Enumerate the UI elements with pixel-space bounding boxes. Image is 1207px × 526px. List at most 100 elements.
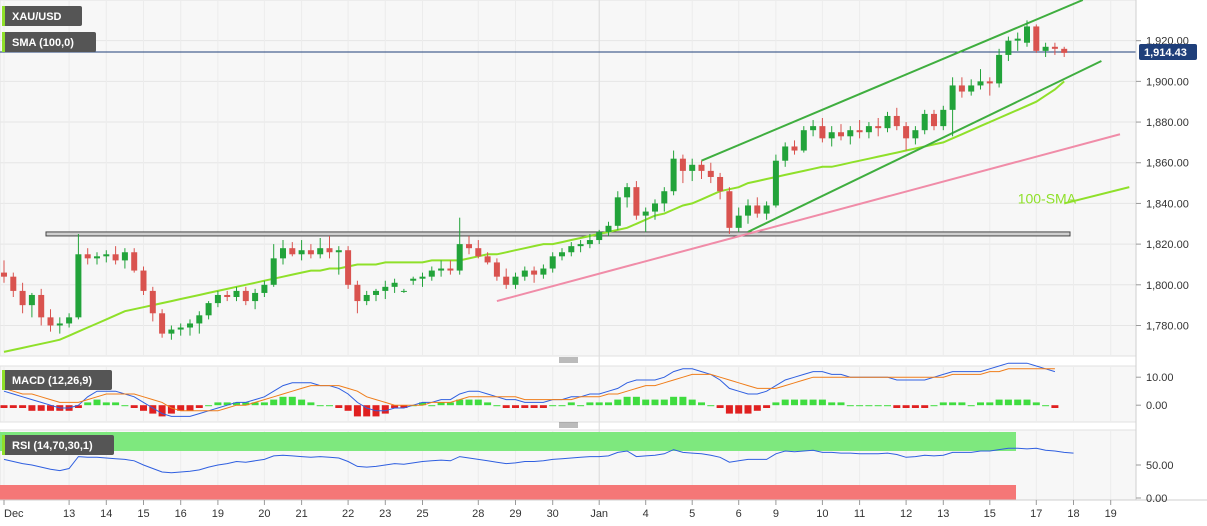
macd-histogram-bar: [530, 405, 538, 408]
candle: [624, 183, 631, 208]
candle-body: [140, 270, 147, 291]
candle: [270, 244, 277, 287]
macd-histogram-bar: [1004, 399, 1012, 406]
time-tick-label: 14: [100, 508, 112, 520]
macd-histogram-bar: [716, 405, 724, 408]
candle: [782, 142, 789, 167]
candle-body: [1051, 46, 1058, 49]
candle-body: [791, 146, 798, 151]
candle-body: [261, 284, 268, 293]
candle-body: [224, 294, 231, 298]
candle: [317, 238, 324, 259]
candle: [717, 172, 724, 200]
sma-100-line: [3, 80, 1065, 353]
macd-tick-label: 0.00: [1146, 400, 1167, 412]
candle: [10, 272, 17, 298]
candle: [903, 122, 910, 151]
macd-histogram-bar: [37, 405, 45, 411]
candle-body: [493, 262, 500, 277]
candle: [754, 197, 761, 218]
macd-histogram-bar: [233, 402, 240, 406]
candle-body: [754, 205, 761, 214]
candle: [484, 252, 491, 265]
candle: [382, 280, 389, 300]
sma-legend-label: SMA (100,0): [12, 37, 74, 49]
time-tick-label: 21: [295, 508, 307, 520]
candle-body: [633, 187, 640, 216]
candle: [103, 250, 110, 263]
candle-body: [577, 244, 584, 247]
candle: [652, 199, 658, 220]
candle: [577, 240, 584, 253]
candle-body: [931, 113, 937, 127]
macd-histogram-bar: [753, 405, 761, 411]
candle: [968, 79, 975, 96]
macd-histogram-bar: [242, 402, 250, 406]
candle: [47, 309, 54, 332]
candle-body: [280, 248, 286, 259]
candle-body: [10, 276, 17, 291]
candle: [707, 162, 714, 184]
candle: [1024, 20, 1030, 47]
time-tick-label: 4: [643, 508, 649, 520]
candle-body: [335, 250, 342, 253]
time-tick-label: 28: [472, 508, 484, 520]
macd-histogram-bar: [9, 405, 17, 408]
macd-histogram-bar: [549, 405, 557, 407]
candle-body: [19, 290, 26, 306]
price-tick-label: 1,880.00: [1146, 117, 1189, 129]
candle-body: [66, 317, 73, 324]
macd-histogram-bar: [688, 399, 696, 406]
candle: [791, 140, 798, 155]
time-tick-label: 18: [1067, 508, 1079, 520]
candle: [912, 126, 919, 145]
candle: [428, 266, 435, 281]
price-tick-label: 1,820.00: [1146, 239, 1189, 251]
candle: [586, 233, 593, 249]
candle-body: [707, 170, 714, 177]
candle: [187, 319, 193, 336]
candle-body: [214, 294, 221, 304]
candle: [298, 240, 305, 261]
candle: [540, 264, 547, 279]
candle: [66, 313, 73, 328]
macd-histogram-bar: [335, 405, 343, 408]
macd-histogram-bar: [539, 405, 547, 408]
candle: [1, 260, 7, 283]
price-tick-label: 1,860.00: [1146, 158, 1189, 170]
candle: [177, 323, 184, 336]
candle: [633, 181, 640, 220]
time-tick-label: 5: [689, 508, 695, 520]
candle: [940, 105, 947, 131]
macd-histogram-bar: [586, 402, 594, 406]
macd-histogram-bar: [874, 405, 882, 407]
candle-body: [1033, 26, 1040, 51]
macd-histogram-bar: [595, 402, 603, 406]
macd-histogram-bar: [930, 405, 938, 407]
macd-histogram-bar: [837, 402, 845, 406]
candle: [363, 290, 370, 306]
macd-histogram-bar: [316, 405, 324, 407]
macd-histogram-bar: [1042, 405, 1050, 407]
candle-body: [1014, 38, 1021, 41]
candle-body: [131, 252, 138, 271]
candle-body: [568, 246, 575, 253]
sma-annotation-label: 100-SMA: [1018, 190, 1077, 206]
candle: [456, 217, 463, 275]
candle: [1051, 42, 1058, 55]
macd-histogram-bar: [781, 399, 789, 406]
candle-body: [1061, 48, 1068, 53]
candle: [875, 117, 882, 137]
candle-body: [745, 205, 751, 216]
candle-body: [177, 327, 184, 330]
candle-body: [912, 130, 919, 139]
price-tick-label: 1,780.00: [1146, 320, 1189, 332]
macd-signal-line: [3, 368, 1055, 412]
candle-body: [875, 126, 882, 129]
macd-histogram-bar: [744, 405, 752, 414]
time-tick-label: 20: [258, 508, 270, 520]
candle-body: [1042, 46, 1049, 51]
rsi-overbought-zone: [0, 432, 1016, 451]
candle-body: [586, 240, 593, 245]
